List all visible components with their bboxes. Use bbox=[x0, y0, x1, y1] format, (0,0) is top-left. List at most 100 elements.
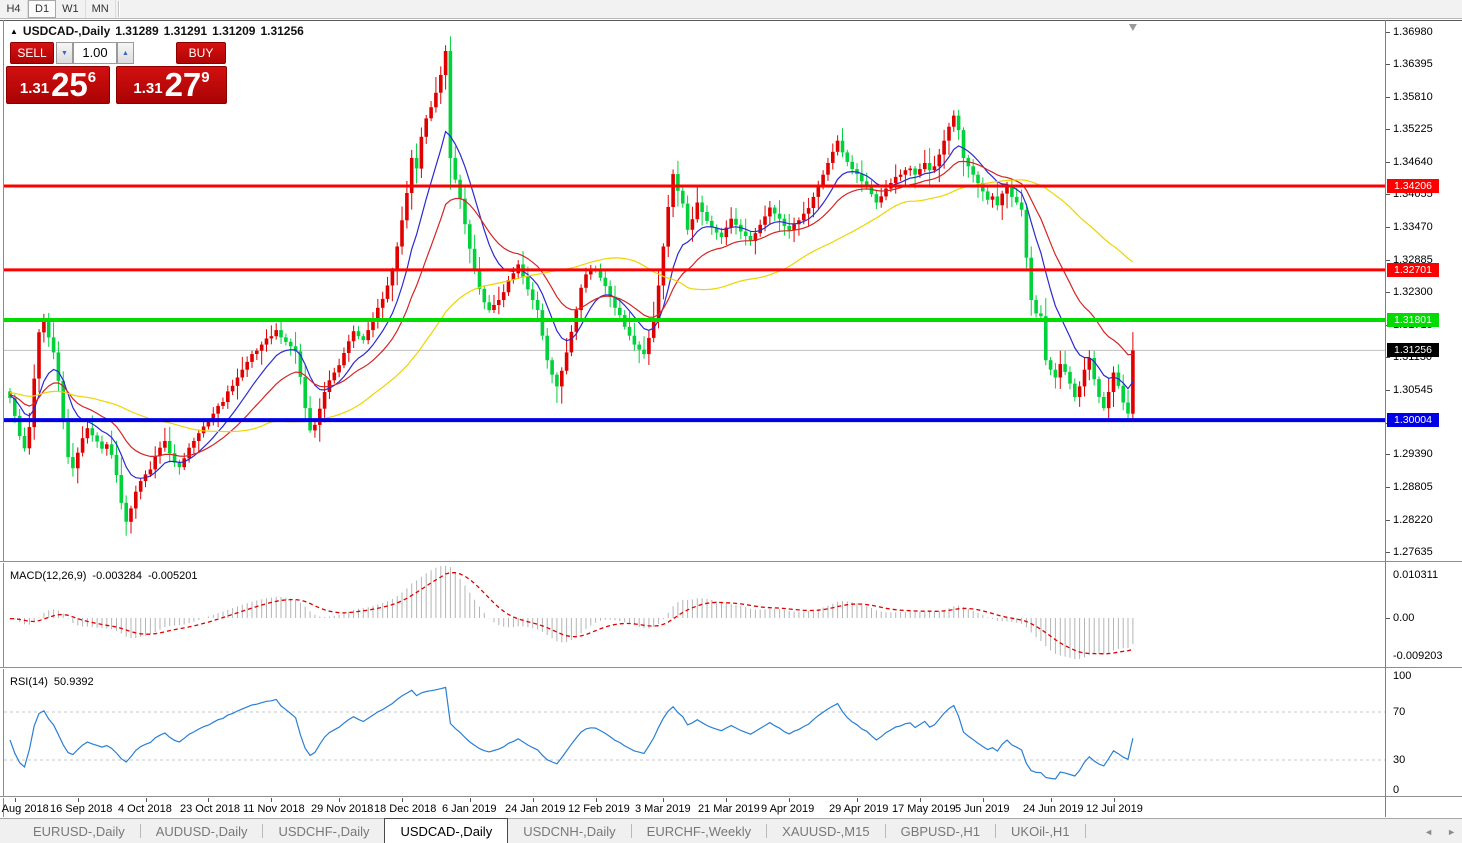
chart-end-marker-icon[interactable] bbox=[1128, 24, 1137, 31]
price-axis-tick bbox=[1386, 519, 1390, 521]
date-axis-label: 24 Jun 2019 bbox=[1023, 803, 1084, 815]
price-axis-tick bbox=[1386, 31, 1390, 33]
date-axis-tick bbox=[983, 798, 984, 802]
toolbar-separator bbox=[117, 1, 120, 17]
chart-tab-usdcnh[interactable]: USDCNH-,Daily bbox=[523, 823, 616, 839]
rsi-axis-tick-label: 100 bbox=[1393, 670, 1412, 682]
spinner-down-icon: ▼ bbox=[61, 49, 68, 57]
price-axis-tick bbox=[1386, 161, 1390, 163]
current-price-label: 1.31256 bbox=[1387, 343, 1439, 358]
macd-axis-zero-label: 0.00 bbox=[1393, 612, 1415, 624]
rsi-name: RSI(14) bbox=[10, 676, 48, 688]
price-axis-tick bbox=[1386, 454, 1390, 456]
ask-price-sup: 9 bbox=[201, 69, 210, 86]
timeframe-button-d1[interactable]: D1 bbox=[28, 0, 57, 18]
date-axis-label: 9 Apr 2019 bbox=[761, 803, 815, 815]
price-axis-tick-label: 1.28220 bbox=[1393, 513, 1433, 526]
date-axis-tick bbox=[663, 798, 664, 802]
bid-price-big: 25 bbox=[51, 66, 88, 103]
volume-input[interactable]: 1.00 bbox=[73, 42, 117, 64]
chart-tab-audusd[interactable]: AUDUSD-,Daily bbox=[155, 823, 248, 839]
chart-tab-usdcad[interactable]: USDCAD-,Daily bbox=[384, 818, 509, 843]
date-axis-tick bbox=[1051, 798, 1052, 802]
collapse-chart-icon[interactable]: ▲ bbox=[10, 26, 18, 36]
price-axis-tick-label: 1.27635 bbox=[1393, 546, 1433, 559]
ohlc-open: 1.31289 bbox=[115, 24, 159, 38]
price-axis-tick-label: 1.36980 bbox=[1393, 25, 1433, 38]
macd-name: MACD(12,26,9) bbox=[10, 570, 87, 582]
price-axis-tick-label: 1.32885 bbox=[1393, 253, 1433, 266]
chart-tab-gbpusd[interactable]: GBPUSD-,H1 bbox=[900, 823, 981, 839]
date-axis-tick bbox=[533, 798, 534, 802]
chart-tab-xauusd[interactable]: XAUUSD-,M15 bbox=[782, 823, 870, 839]
chart-tab-bar: EURUSD-,Daily AUDUSD-,Daily USDCHF-,Daily U… bbox=[0, 818, 1462, 843]
date-axis-label: 16 Sep 2018 bbox=[50, 803, 113, 815]
tab-separator bbox=[1084, 824, 1086, 838]
rsi-value: 50.9392 bbox=[53, 676, 94, 688]
date-axis-label: 21 Mar 2019 bbox=[698, 803, 760, 815]
timeframe-button-mn[interactable]: MN bbox=[86, 0, 116, 18]
volume-increase-button[interactable]: ▲ bbox=[117, 42, 134, 64]
date-axis-label: 29 Apr 2019 bbox=[829, 803, 889, 815]
ohlc-close: 1.31256 bbox=[260, 24, 304, 38]
macd-axis-bottom-label: -0.009203 bbox=[1393, 650, 1443, 662]
level-price-label: 1.32701 bbox=[1387, 262, 1439, 277]
bid-price-prefix: 1.31 bbox=[19, 80, 50, 97]
tab-scroll-buttons: ◄ ► bbox=[1424, 819, 1456, 843]
main-price-chart-canvas[interactable] bbox=[4, 22, 1385, 563]
price-axis[interactable]: 1.36980 1.36395 1.35810 1.35225 1.34640 1.340… bbox=[1385, 20, 1462, 817]
price-axis-tick-label: 1.36395 bbox=[1393, 58, 1433, 71]
pane-separator[interactable] bbox=[0, 667, 1462, 669]
date-axis-tick bbox=[920, 798, 921, 802]
ask-price-button[interactable]: 1.31 27 9 bbox=[116, 66, 227, 104]
tab-separator bbox=[262, 824, 264, 838]
pane-separator bbox=[0, 796, 1462, 798]
macd-indicator-canvas[interactable] bbox=[4, 563, 1385, 668]
date-axis-label: 23 Oct 2018 bbox=[180, 803, 240, 815]
timeframe-button-w1[interactable]: W1 bbox=[56, 0, 86, 18]
date-axis-tick bbox=[726, 798, 727, 802]
chart-tab-usdchf[interactable]: USDCHF-,Daily bbox=[278, 823, 370, 839]
date-axis-label: 4 Oct 2018 bbox=[118, 803, 172, 815]
ohlc-high: 1.31291 bbox=[163, 24, 208, 38]
rsi-axis-tick-label: 70 bbox=[1393, 706, 1406, 718]
price-axis-tick bbox=[1386, 486, 1390, 488]
tab-separator bbox=[884, 824, 886, 838]
chart-window-border-left bbox=[3, 20, 4, 817]
date-axis-label: 12 Feb 2019 bbox=[568, 803, 630, 815]
date-axis-label: 6 Jan 2019 bbox=[442, 803, 497, 815]
price-axis-tick bbox=[1386, 552, 1390, 554]
macd-value-signal: -0.005201 bbox=[147, 570, 198, 582]
price-axis-tick bbox=[1386, 227, 1390, 228]
chart-tab-eurusd[interactable]: EURUSD-,Daily bbox=[33, 823, 125, 839]
macd-label: MACD(12,26,9) -0.003284 -0.005201 bbox=[10, 570, 198, 582]
tabs-scroll-left-icon[interactable]: ◄ bbox=[1424, 826, 1434, 837]
date-axis-tick bbox=[208, 798, 209, 802]
price-axis-tick bbox=[1386, 64, 1390, 66]
volume-decrease-button[interactable]: ▼ bbox=[56, 42, 73, 64]
price-axis-tick-label: 1.29390 bbox=[1393, 448, 1433, 461]
sell-button[interactable]: SELL bbox=[10, 42, 54, 64]
date-axis-label: 17 May 2019 bbox=[892, 803, 956, 815]
rsi-indicator-canvas[interactable] bbox=[4, 670, 1385, 797]
date-axis-label: 5 Jun 2019 bbox=[955, 803, 1010, 815]
price-axis-tick bbox=[1386, 259, 1390, 261]
chart-tab-eurchf[interactable]: EURCHF-,Weekly bbox=[646, 823, 752, 839]
level-price-label: 1.30004 bbox=[1387, 413, 1439, 428]
pane-separator[interactable] bbox=[0, 561, 1462, 563]
date-axis-tick bbox=[15, 798, 16, 802]
buy-button[interactable]: BUY bbox=[176, 42, 226, 64]
tabs-scroll-right-icon[interactable]: ► bbox=[1447, 826, 1456, 837]
price-axis-tick-label: 1.30545 bbox=[1393, 384, 1433, 396]
ask-price-prefix: 1.31 bbox=[133, 80, 163, 97]
price-axis-tick-label: 1.32300 bbox=[1393, 286, 1433, 299]
macd-axis-top-label: 0.010311 bbox=[1393, 569, 1439, 581]
bid-price-button[interactable]: 1.31 25 6 bbox=[6, 66, 110, 104]
date-axis-tick bbox=[596, 798, 597, 802]
timeframe-button-h4[interactable]: H4 bbox=[0, 0, 28, 18]
chart-tab-ukoil[interactable]: UKOil-,H1 bbox=[1011, 823, 1070, 839]
date-axis-tick bbox=[339, 798, 340, 802]
price-axis-tick bbox=[1386, 357, 1390, 359]
